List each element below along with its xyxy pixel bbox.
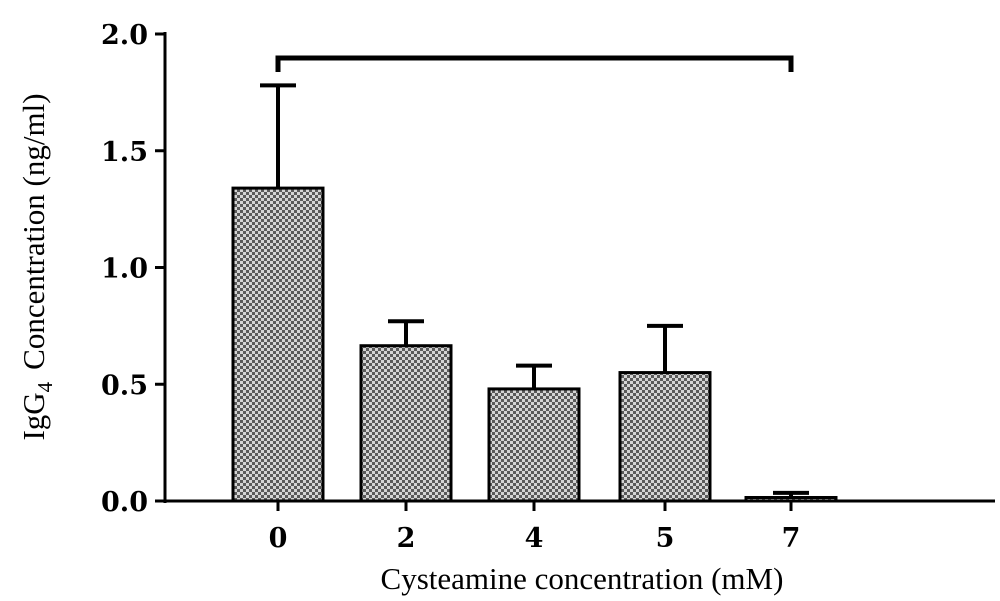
error-bars [260,83,809,498]
y-axis-ticks: 0.0 0.5 1.0 1.5 2.0 [101,20,165,518]
bar-5 [618,371,712,503]
y-axis-title-subscript: 4 [33,381,57,392]
error-bar-5 [647,323,683,373]
x-tick-label: 7 [782,523,801,554]
y-tick-label: 0.5 [101,370,148,401]
error-bar-4 [516,363,552,389]
y-tick-label: 1.5 [101,137,148,168]
error-bar-2 [388,319,424,346]
bar-2 [359,344,453,503]
error-bar-0 [260,83,296,189]
y-tick-label: 1.0 [101,254,148,285]
x-tick-label: 5 [656,523,675,554]
error-bar-7 [773,490,809,498]
bar-4 [487,387,581,503]
y-axis-title-prefix: IgG [16,392,51,440]
bracket-line [275,55,794,72]
y-axis-title: IgG4 Concentration (ng/ml) [16,93,57,440]
x-axis-ticks: 0 2 4 5 7 [269,501,801,554]
x-axis-title: Cysteamine concentration (mM) [381,561,784,596]
y-axis-title-suffix: Concentration (ng/ml) [16,93,51,369]
y-tick-label: 0.0 [101,487,148,518]
bar-0 [231,186,325,503]
x-tick-label: 2 [397,523,416,554]
x-tick-label: 0 [269,523,288,554]
significance-bracket [275,55,794,72]
y-tick-label: 2.0 [101,20,148,51]
x-tick-label: 4 [525,523,544,554]
bar-marks [231,186,838,503]
